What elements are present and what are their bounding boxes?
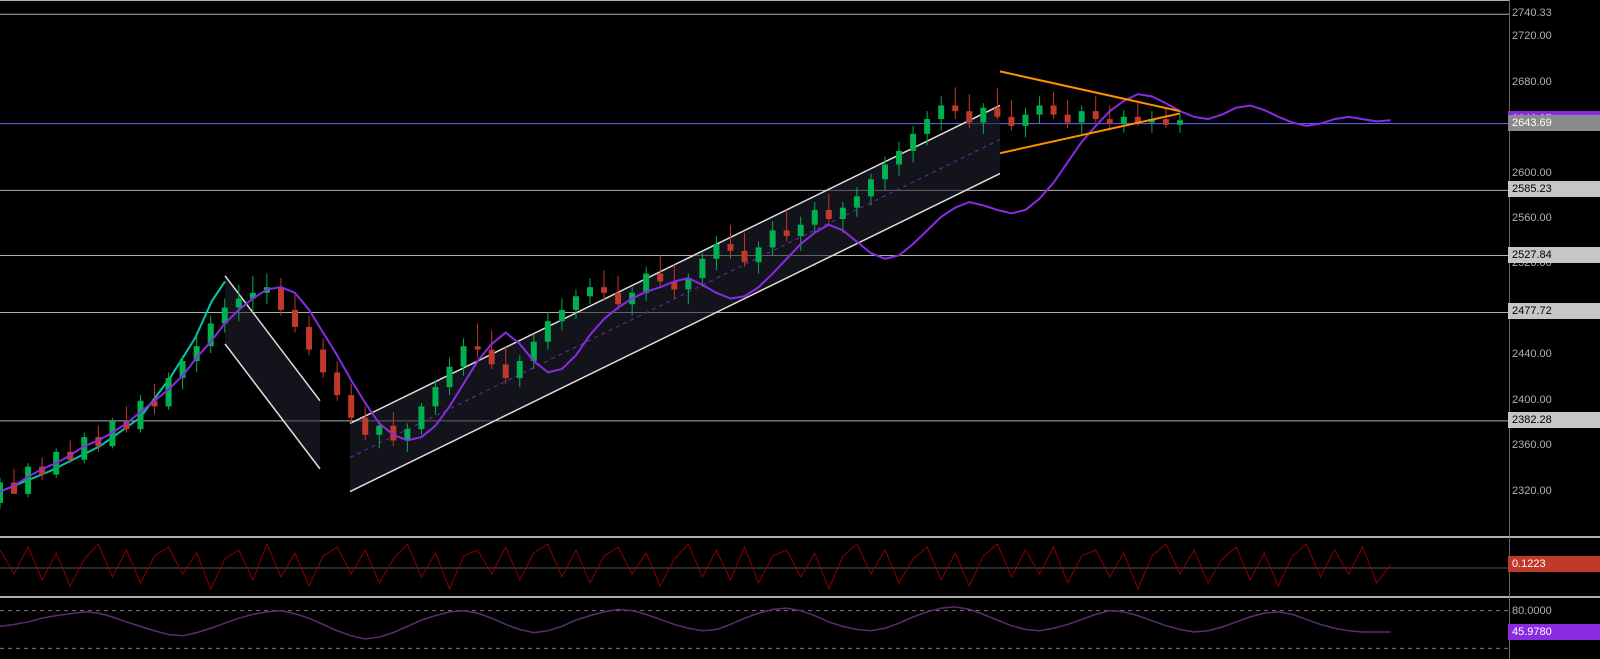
oscillator-1-panel[interactable] bbox=[0, 536, 1510, 598]
chart-container: 2740.332720.002680.002644.002600.002560.… bbox=[0, 0, 1600, 659]
price-axis: 2740.332720.002680.002644.002600.002560.… bbox=[1509, 0, 1600, 536]
price-tick: 2740.33 bbox=[1508, 7, 1600, 19]
price-marker: 2477.72 bbox=[1508, 303, 1600, 319]
price-tick: 2400.00 bbox=[1508, 394, 1600, 406]
price-marker: 2527.84 bbox=[1508, 247, 1600, 263]
price-tick: 2360.00 bbox=[1508, 439, 1600, 451]
osc2-svg bbox=[0, 598, 1510, 659]
osc2-axis: 80.0000 45.9780 bbox=[1509, 596, 1600, 659]
osc2-value-label: 45.9780 bbox=[1508, 624, 1600, 640]
price-tick: 2680.00 bbox=[1508, 76, 1600, 88]
price-tick: 2320.00 bbox=[1508, 485, 1600, 497]
price-tick: 2600.00 bbox=[1508, 167, 1600, 179]
main-price-chart[interactable] bbox=[0, 0, 1510, 537]
osc1-axis: 0.1223 bbox=[1509, 536, 1600, 598]
price-marker: 2643.69 bbox=[1508, 115, 1600, 131]
oscillator-2-panel[interactable] bbox=[0, 596, 1510, 659]
price-marker: 2585.23 bbox=[1508, 181, 1600, 197]
price-tick: 2440.00 bbox=[1508, 348, 1600, 360]
price-marker: 2382.28 bbox=[1508, 412, 1600, 428]
price-tick: 2560.00 bbox=[1508, 212, 1600, 224]
osc2-tick-upper: 80.0000 bbox=[1508, 605, 1600, 617]
main-chart-svg bbox=[0, 1, 1510, 537]
price-tick: 2720.00 bbox=[1508, 30, 1600, 42]
osc1-value-label: 0.1223 bbox=[1508, 556, 1600, 572]
osc1-svg bbox=[0, 538, 1510, 598]
